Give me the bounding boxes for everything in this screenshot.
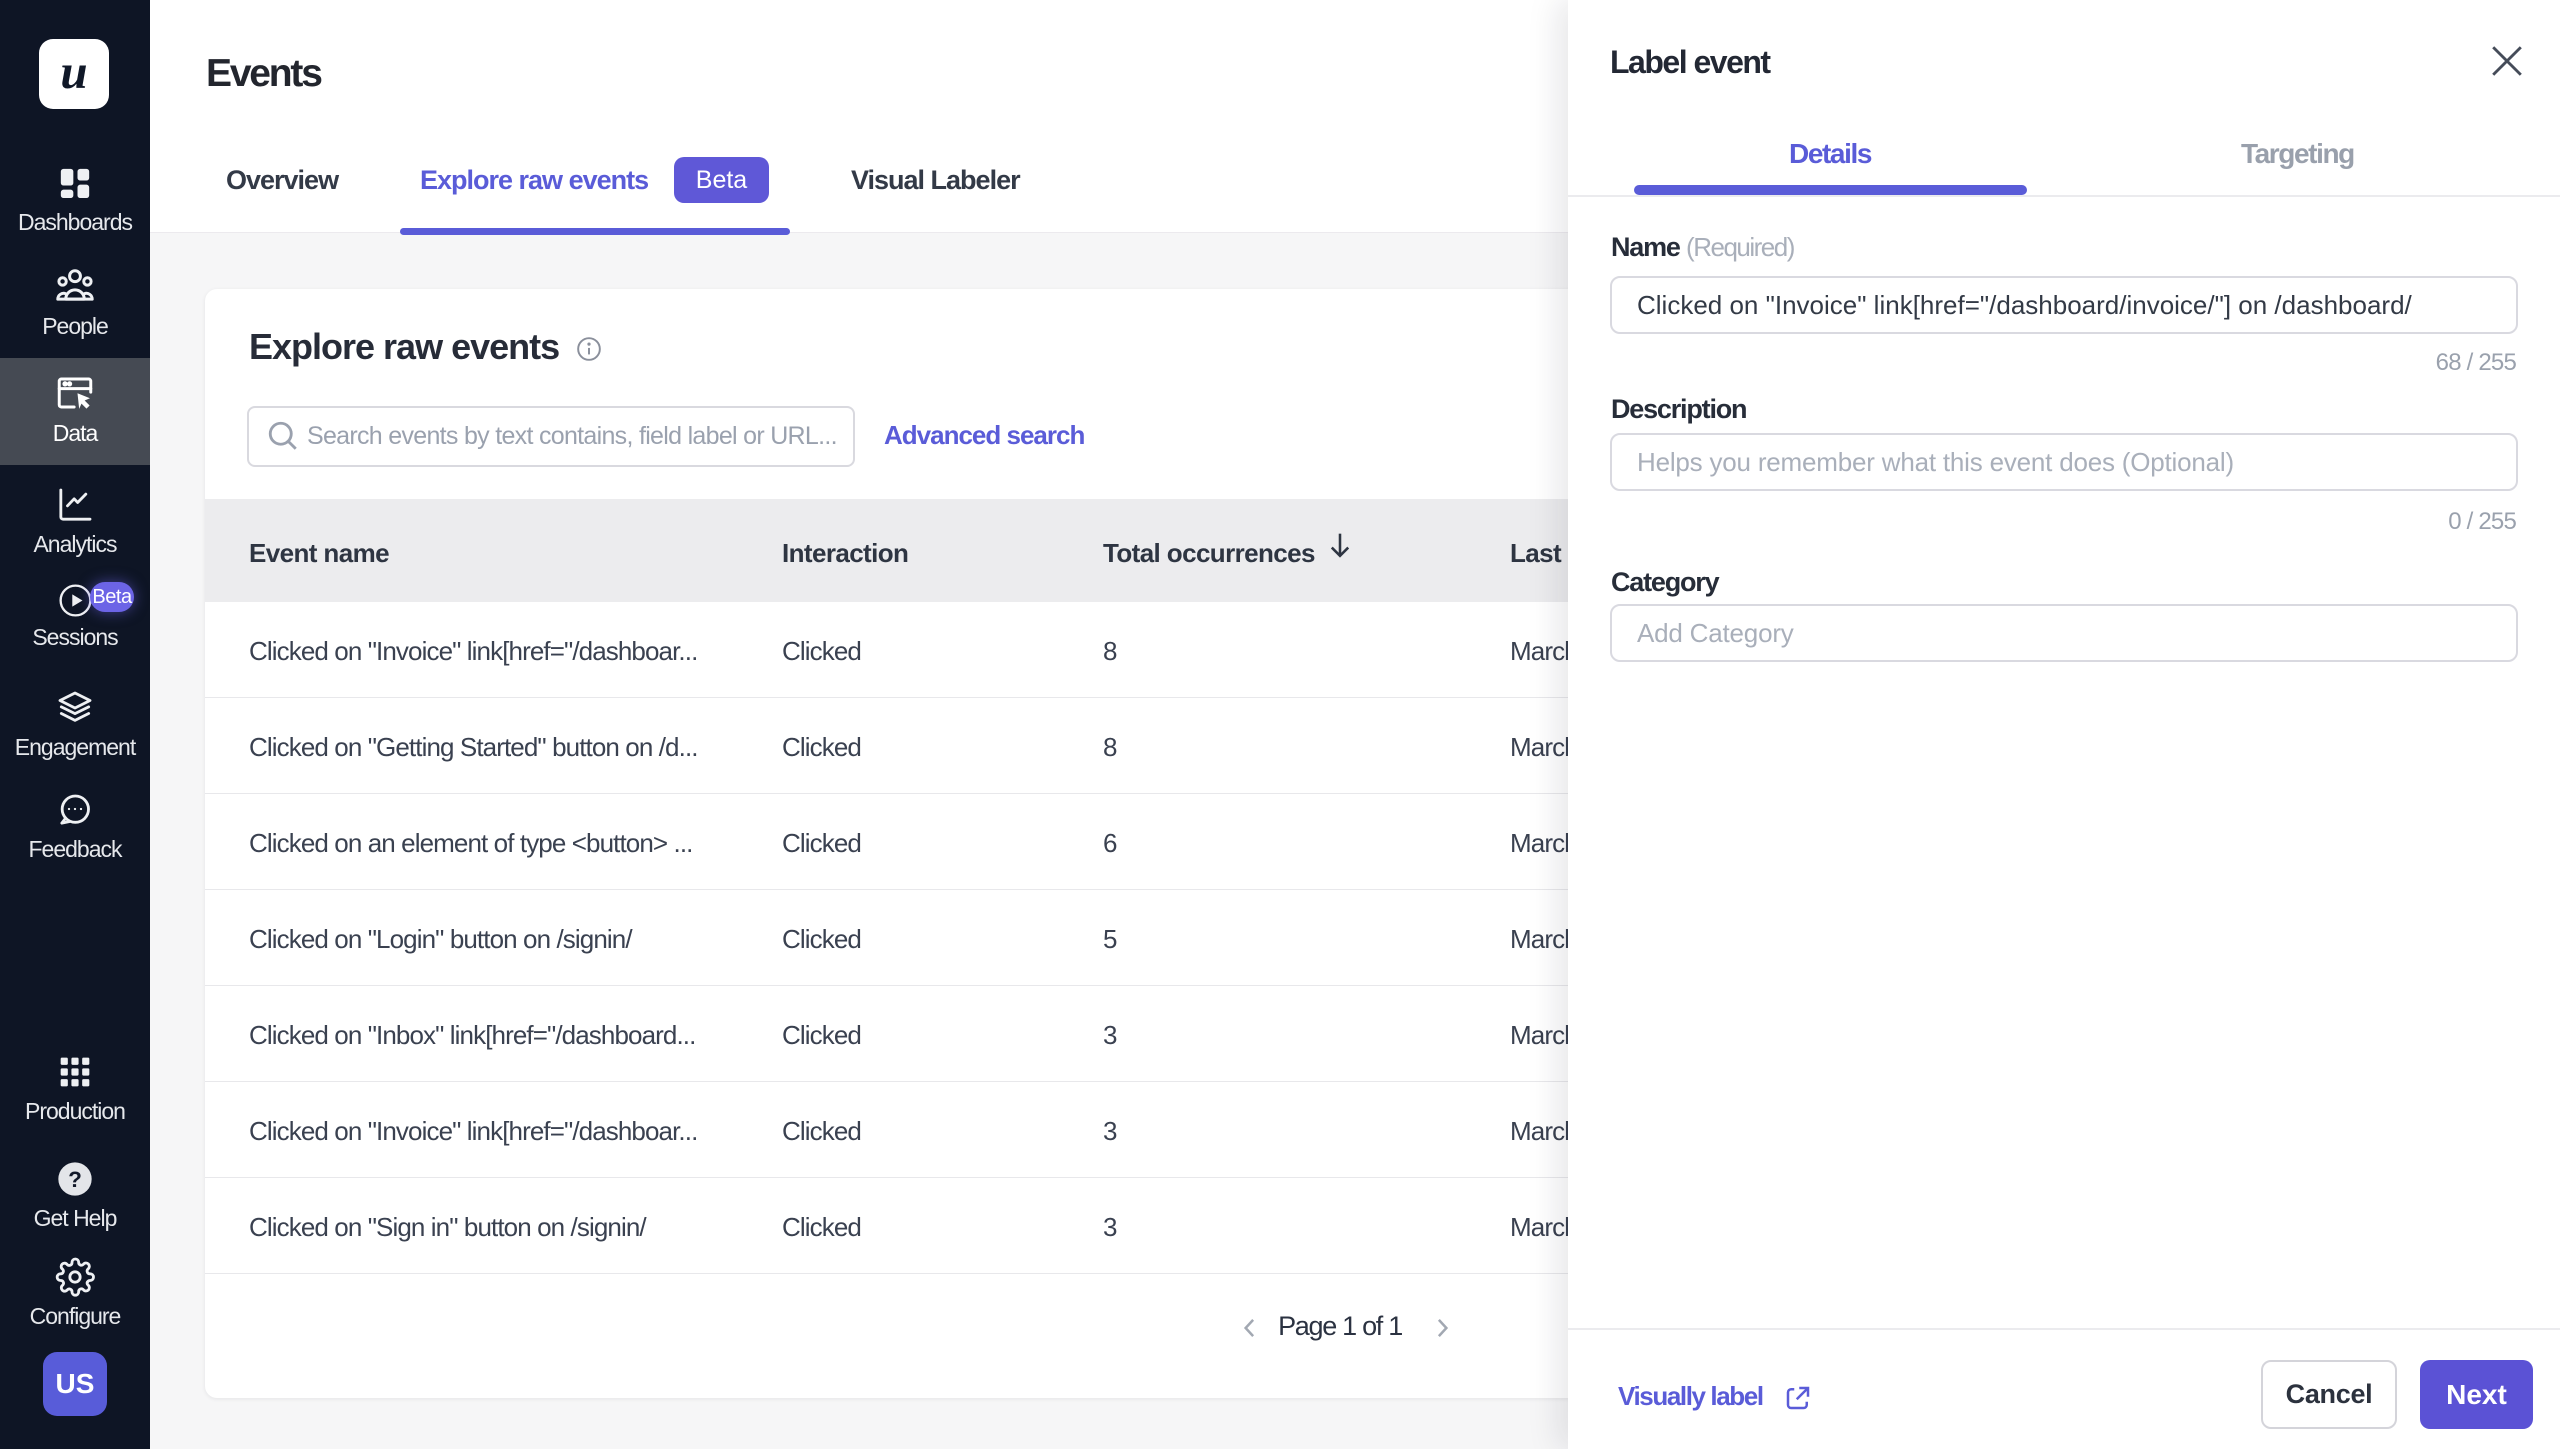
svg-text:?: ? (68, 1167, 82, 1192)
svg-text:u: u (60, 44, 87, 99)
